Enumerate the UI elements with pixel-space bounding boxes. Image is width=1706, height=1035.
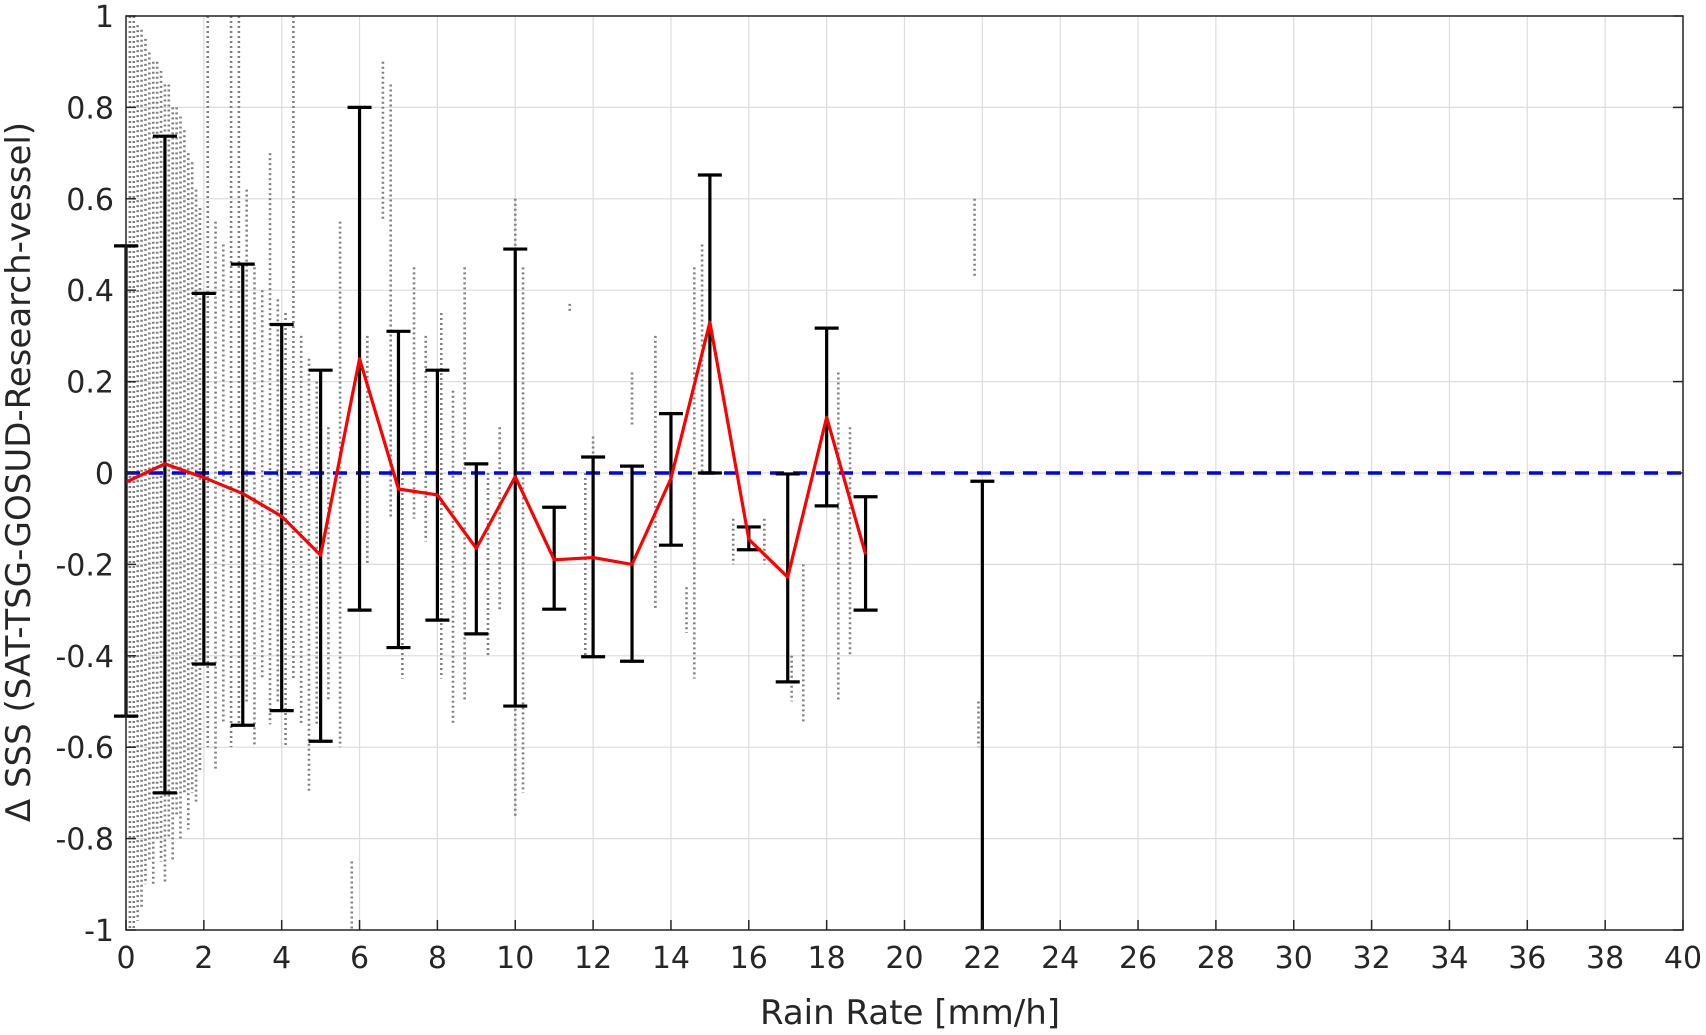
x-tick-label: 8 (428, 941, 447, 976)
scatter-points (128, 16, 980, 930)
x-tick-label: 18 (808, 941, 846, 976)
x-tick-label: 6 (350, 941, 369, 976)
y-tick-label: 0.6 (66, 183, 114, 218)
x-tick-label: 2 (194, 941, 213, 976)
y-tick-label: -1 (84, 914, 114, 949)
x-tick-label: 32 (1353, 941, 1391, 976)
y-tick-label: -0.6 (55, 731, 114, 766)
y-tick-label: 1 (95, 0, 114, 35)
x-tick-label: 36 (1508, 941, 1546, 976)
y-tick-label: 0.8 (66, 91, 114, 126)
y-axis-label: Δ SSS (SAT-TSG-GOSUD-Research-vessel) (0, 122, 39, 822)
x-tick-label: 10 (496, 941, 534, 976)
y-tick-label: 0.2 (66, 366, 114, 401)
y-tick-label: -0.2 (55, 548, 114, 583)
x-tick-label: 16 (730, 941, 768, 976)
x-tick-label: 30 (1275, 941, 1313, 976)
x-tick-labels: 0 2 4 6 8 10 12 14 16 18 20 22 24 26 28 30 32 34 36 38 40 (116, 941, 1702, 976)
x-tick-label: 12 (574, 941, 612, 976)
x-tick-label: 24 (1041, 941, 1079, 976)
y-tick-label: -0.8 (55, 823, 114, 858)
x-tick-label: 40 (1664, 941, 1702, 976)
y-tick-label: 0 (95, 457, 114, 492)
x-tick-label: 22 (963, 941, 1001, 976)
x-tick-label: 14 (652, 941, 690, 976)
mean-line (125, 320, 868, 579)
x-axis-label: Rain Rate [mm/h] (760, 993, 1060, 1033)
y-tick-label: 0.4 (66, 274, 114, 309)
x-tick-label: 38 (1586, 941, 1624, 976)
x-tick-label: 20 (885, 941, 923, 976)
x-tick-label: 26 (1119, 941, 1157, 976)
y-tick-labels: -1 -0.8 -0.6 -0.4 -0.2 0 0.2 0.4 0.6 0.8 1 (55, 0, 114, 949)
x-tick-label: 34 (1430, 941, 1468, 976)
mean-line-series (125, 320, 868, 579)
x-tick-label: 4 (272, 941, 291, 976)
y-tick-label: -0.4 (55, 640, 114, 675)
x-tick-label: 28 (1197, 941, 1235, 976)
x-tick-label: 0 (116, 941, 135, 976)
axes-frame (125, 15, 1684, 931)
